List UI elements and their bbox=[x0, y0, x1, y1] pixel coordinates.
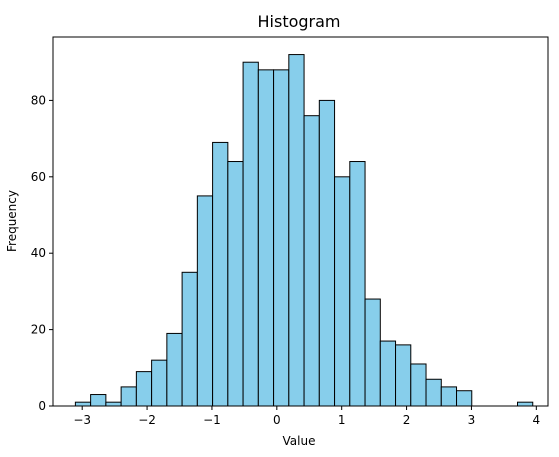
x-tick-label: 4 bbox=[533, 413, 541, 427]
histogram-bar bbox=[410, 363, 427, 407]
histogram-bar bbox=[257, 69, 275, 407]
histogram-bar bbox=[227, 161, 244, 407]
x-axis-label: Value bbox=[283, 434, 316, 448]
histogram-bar bbox=[334, 176, 351, 407]
x-tick-label: −2 bbox=[138, 413, 156, 427]
histogram-bar bbox=[166, 332, 183, 407]
histogram-bar bbox=[288, 54, 305, 407]
y-tick-label: 0 bbox=[38, 399, 46, 413]
histogram-bar bbox=[395, 344, 412, 407]
histogram-bar bbox=[242, 61, 259, 407]
histogram-bar bbox=[273, 69, 290, 407]
histogram-bar bbox=[120, 386, 137, 407]
x-tick-label: 1 bbox=[338, 413, 346, 427]
histogram-bar bbox=[364, 298, 381, 407]
x-tick-label: 0 bbox=[273, 413, 281, 427]
histogram-bar bbox=[440, 386, 458, 407]
x-tick-label: −3 bbox=[73, 413, 91, 427]
histogram-bar bbox=[135, 371, 153, 407]
x-tick-label: 3 bbox=[468, 413, 476, 427]
y-tick-label: 20 bbox=[31, 323, 46, 337]
histogram-bar bbox=[318, 99, 336, 407]
x-axis-ticks: −3 −2 −1 0 1 2 3 4 bbox=[73, 406, 540, 427]
histogram-bar bbox=[517, 401, 534, 407]
histogram-bar bbox=[196, 195, 214, 407]
y-tick-label: 80 bbox=[31, 93, 46, 107]
histogram-bar bbox=[425, 378, 442, 407]
histogram-bar bbox=[456, 390, 473, 407]
chart-title: Histogram bbox=[258, 12, 341, 31]
histogram-bar bbox=[212, 141, 229, 407]
histogram-bar bbox=[90, 394, 107, 407]
histogram-bar bbox=[181, 271, 198, 407]
histogram-bar bbox=[74, 401, 92, 407]
histogram-bar bbox=[379, 340, 397, 407]
y-tick-label: 60 bbox=[31, 170, 46, 184]
y-tick-label: 40 bbox=[31, 246, 46, 260]
y-axis-ticks: 0 20 40 60 80 bbox=[31, 93, 53, 413]
x-tick-label: 2 bbox=[403, 413, 411, 427]
histogram-bar bbox=[151, 359, 168, 407]
histogram-bar bbox=[303, 115, 320, 407]
y-axis-label: Frequency bbox=[5, 190, 19, 252]
histogram-bar bbox=[105, 401, 122, 407]
histogram-bar bbox=[349, 161, 366, 407]
plot-frame bbox=[52, 36, 549, 407]
x-tick-label: −1 bbox=[203, 413, 221, 427]
